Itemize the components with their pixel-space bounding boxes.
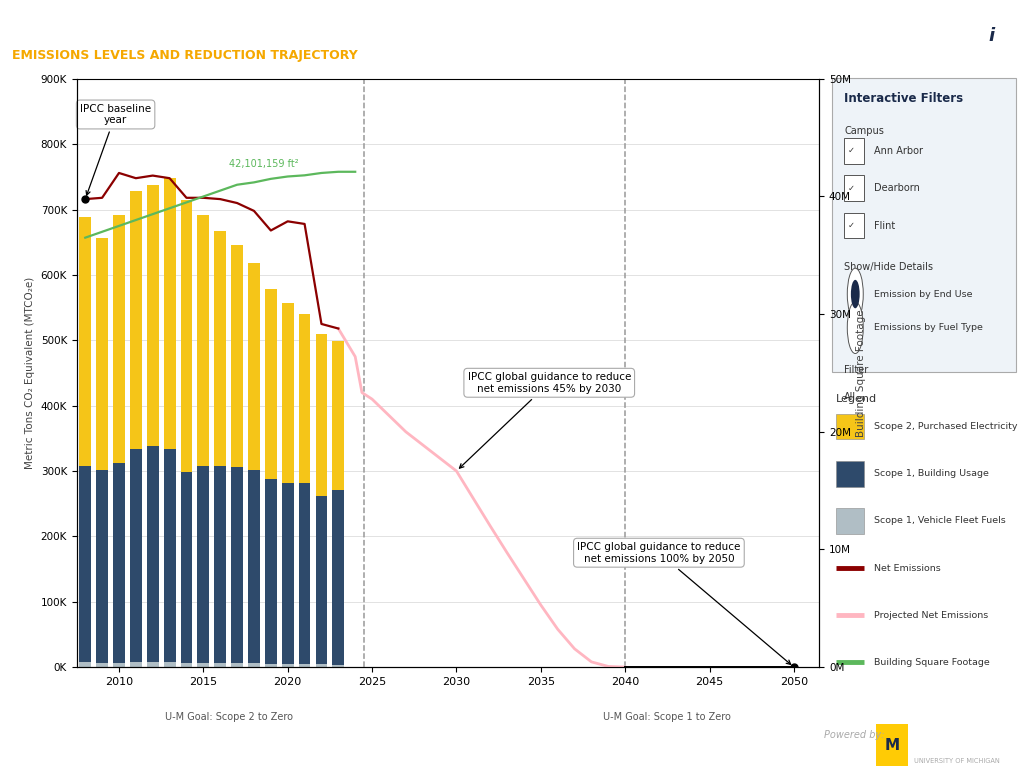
Bar [113, 662, 125, 667]
Bar [231, 467, 243, 663]
Text: Projected Net Emissions: Projected Net Emissions [874, 611, 988, 620]
Circle shape [851, 280, 860, 308]
Text: IPCC global guidance to reduce
net emissions 100% by 2050: IPCC global guidance to reduce net emiss… [578, 542, 791, 665]
Bar [146, 185, 159, 446]
Bar [282, 483, 294, 665]
Circle shape [847, 301, 863, 353]
Bar [146, 662, 159, 667]
Text: Flint: Flint [874, 220, 896, 230]
Circle shape [847, 268, 863, 320]
Bar [837, 414, 864, 440]
Bar [180, 472, 193, 662]
Text: Scope 1, Building Usage: Scope 1, Building Usage [874, 469, 989, 478]
Text: Scope 2, Purchased Electricity: Scope 2, Purchased Electricity [874, 422, 1018, 431]
FancyBboxPatch shape [833, 77, 1016, 372]
Bar [214, 231, 226, 466]
Text: ✓: ✓ [847, 146, 854, 155]
Y-axis label: Metric Tons CO₂ Equivalent (MTCO₂e): Metric Tons CO₂ Equivalent (MTCO₂e) [26, 277, 35, 469]
Text: Campus: Campus [844, 126, 884, 136]
Bar [198, 215, 209, 466]
Bar [844, 138, 864, 164]
Bar [282, 665, 294, 667]
Bar [130, 662, 141, 667]
Bar [333, 665, 344, 667]
Bar [96, 662, 108, 667]
Text: Show/Hide Details: Show/Hide Details [844, 262, 933, 272]
Bar [299, 665, 310, 667]
Text: ✓: ✓ [847, 183, 854, 192]
Bar [248, 470, 260, 663]
Text: INFORMATION AND
TECHNOLOGY SERVICES: INFORMATION AND TECHNOLOGY SERVICES [914, 727, 1006, 747]
Bar [315, 665, 328, 667]
Text: Legend: Legend [837, 394, 878, 404]
Text: All: All [844, 392, 856, 402]
Text: Net Emissions: Net Emissions [874, 564, 941, 573]
Text: IPCC baseline
year: IPCC baseline year [80, 104, 152, 196]
Bar [198, 662, 209, 667]
Bar [265, 478, 276, 664]
Bar [214, 466, 226, 662]
Text: 42,101,159 ft²: 42,101,159 ft² [228, 159, 298, 169]
Bar [164, 662, 175, 667]
Bar [844, 213, 864, 239]
Bar [96, 237, 108, 470]
Bar [248, 263, 260, 470]
Text: U-M GREENHOUSE GAS EMISSIONS: U-M GREENHOUSE GAS EMISSIONS [12, 9, 473, 33]
Bar [96, 470, 108, 662]
Bar [265, 289, 276, 478]
Text: Filter: Filter [844, 365, 868, 375]
Bar [231, 245, 243, 467]
Y-axis label: Building Square Footage: Building Square Footage [856, 309, 866, 437]
Bar [844, 175, 864, 201]
Bar [113, 215, 125, 463]
Bar [299, 314, 310, 483]
Text: Powered by:: Powered by: [824, 730, 885, 741]
Bar [130, 449, 141, 662]
Bar [79, 217, 91, 466]
Bar [265, 664, 276, 667]
Bar [333, 341, 344, 490]
Text: Dearborn: Dearborn [874, 183, 921, 193]
Bar [164, 449, 175, 662]
Text: U-M Goal: Scope 1 to Zero: U-M Goal: Scope 1 to Zero [603, 711, 731, 721]
Text: Interactive Filters: Interactive Filters [844, 92, 964, 105]
Circle shape [602, 9, 1024, 63]
Bar [231, 663, 243, 667]
Bar [837, 508, 864, 534]
Text: UNIVERSITY OF MICHIGAN: UNIVERSITY OF MICHIGAN [914, 758, 1000, 764]
Bar [876, 724, 908, 766]
Bar [79, 466, 91, 662]
Bar [333, 490, 344, 665]
Text: Building Square Footage: Building Square Footage [874, 658, 990, 667]
Text: ✓: ✓ [847, 221, 854, 230]
Bar [248, 663, 260, 667]
Bar [79, 662, 91, 667]
Bar [315, 334, 328, 495]
Bar [146, 446, 159, 662]
Bar [214, 662, 226, 667]
Bar [180, 662, 193, 667]
Text: IPCC global guidance to reduce
net emissions 45% by 2030: IPCC global guidance to reduce net emiss… [460, 372, 631, 468]
Text: i: i [988, 26, 994, 45]
Bar [837, 461, 864, 487]
Bar [164, 179, 175, 449]
Bar [299, 483, 310, 665]
Bar [113, 463, 125, 662]
Text: Emission by End Use: Emission by End Use [874, 290, 973, 298]
Bar [130, 191, 141, 449]
Bar [282, 303, 294, 483]
Text: U-M Goal: Scope 2 to Zero: U-M Goal: Scope 2 to Zero [165, 711, 293, 721]
Text: M: M [885, 737, 899, 753]
Text: Ann Arbor: Ann Arbor [874, 145, 924, 155]
Bar [180, 200, 193, 472]
Text: Emissions by Fuel Type: Emissions by Fuel Type [874, 323, 983, 332]
Bar [198, 466, 209, 662]
Text: EMISSIONS LEVELS AND REDUCTION TRAJECTORY: EMISSIONS LEVELS AND REDUCTION TRAJECTOR… [12, 49, 358, 62]
Text: Scope 1, Vehicle Fleet Fuels: Scope 1, Vehicle Fleet Fuels [874, 516, 1006, 526]
Bar [315, 495, 328, 665]
